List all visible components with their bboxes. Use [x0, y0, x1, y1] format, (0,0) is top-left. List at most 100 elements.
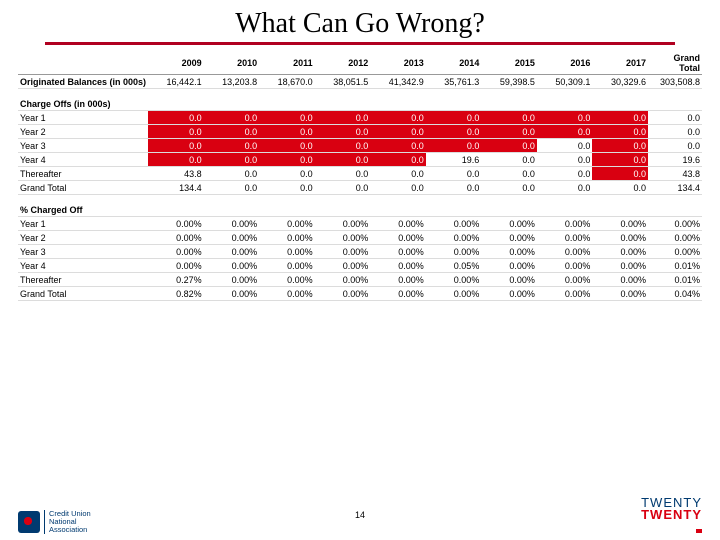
- table-cell: 0.00%: [592, 231, 648, 245]
- section-header: % Charged Off: [18, 201, 702, 217]
- table-cell: 0.0: [481, 181, 537, 195]
- table-cell: 0.05%: [426, 259, 482, 273]
- table-cell: 0.00%: [537, 259, 593, 273]
- table-cell: 0.0: [370, 111, 426, 125]
- table-cell: 0.00%: [481, 231, 537, 245]
- row-label: Year 4: [18, 153, 148, 167]
- col-2015: 2015: [481, 51, 537, 75]
- table-cell: 0.00%: [315, 287, 371, 301]
- table-cell: 0.0: [315, 111, 371, 125]
- table-cell: 0.00%: [481, 273, 537, 287]
- table-cell: 0.0: [370, 125, 426, 139]
- table-cell: 0.00%: [426, 245, 482, 259]
- table-cell: 0.0: [481, 167, 537, 181]
- table-cell: 0.00%: [259, 245, 315, 259]
- table-cell: 41,342.9: [370, 75, 426, 89]
- table-cell: 303,508.8: [648, 75, 702, 89]
- table-cell: 0.0: [148, 111, 204, 125]
- table-row: Year 30.00%0.00%0.00%0.00%0.00%0.00%0.00…: [18, 245, 702, 259]
- table-cell: 0.00%: [315, 259, 371, 273]
- table-row: Year 40.00.00.00.00.019.60.00.00.019.6: [18, 153, 702, 167]
- table-cell: 0.01%: [648, 259, 702, 273]
- table-cell: 0.00%: [537, 287, 593, 301]
- table-cell: 0.0: [537, 153, 593, 167]
- table-cell: 13,203.8: [204, 75, 260, 89]
- table-cell: 0.00%: [426, 287, 482, 301]
- twenty-twenty-logo: TWENTY TWENTY: [641, 497, 702, 534]
- row-label: Year 3: [18, 139, 148, 153]
- table-cell: 0.01%: [648, 273, 702, 287]
- table-cell: 0.00%: [370, 287, 426, 301]
- table-cell: 134.4: [148, 181, 204, 195]
- table-cell: 0.0: [537, 167, 593, 181]
- table-cell: 0.0: [481, 139, 537, 153]
- table-cell: 0.0: [370, 181, 426, 195]
- table-cell: 0.00%: [481, 217, 537, 231]
- table-cell: 0.0: [370, 167, 426, 181]
- table-cell: 0.0: [592, 125, 648, 139]
- row-label: Grand Total: [18, 287, 148, 301]
- table-cell: 0.0: [426, 139, 482, 153]
- table-row: Grand Total134.40.00.00.00.00.00.00.00.0…: [18, 181, 702, 195]
- table-cell: 59,398.5: [481, 75, 537, 89]
- row-label: Year 1: [18, 217, 148, 231]
- table-cell: 0.0: [315, 153, 371, 167]
- row-label: Grand Total: [18, 181, 148, 195]
- table-cell: 0.00%: [204, 273, 260, 287]
- table-cell: 0.0: [148, 153, 204, 167]
- table-cell: 0.00%: [148, 231, 204, 245]
- col-2010: 2010: [204, 51, 260, 75]
- table-cell: 0.00%: [315, 245, 371, 259]
- table-cell: 0.00%: [537, 231, 593, 245]
- table-cell: 0.0: [259, 153, 315, 167]
- slide-page: What Can Go Wrong? 2009 2010 2011 2012 2…: [0, 0, 720, 540]
- table-cell: 0.0: [426, 181, 482, 195]
- table-cell: 0.00%: [370, 217, 426, 231]
- table-cell: 0.00%: [648, 217, 702, 231]
- table-cell: 0.0: [592, 181, 648, 195]
- table-cell: 0.0: [592, 139, 648, 153]
- table-cell: 0.00%: [537, 245, 593, 259]
- col-2017: 2017: [592, 51, 648, 75]
- row-label: Year 3: [18, 245, 148, 259]
- table-cell: 0.00%: [648, 231, 702, 245]
- col-2016: 2016: [537, 51, 593, 75]
- col-2014: 2014: [426, 51, 482, 75]
- table-cell: 19.6: [648, 153, 702, 167]
- table-cell: 0.04%: [648, 287, 702, 301]
- section-label: Charge Offs (in 000s): [18, 95, 702, 111]
- table-cell: 0.00%: [370, 273, 426, 287]
- table-row: Originated Balances (in 000s)16,442.113,…: [18, 75, 702, 89]
- table-row: Year 10.00.00.00.00.00.00.00.00.00.0: [18, 111, 702, 125]
- table-cell: 0.00%: [481, 259, 537, 273]
- table-cell: 0.00%: [592, 273, 648, 287]
- row-label: Year 2: [18, 125, 148, 139]
- table-cell: 0.00%: [315, 231, 371, 245]
- table-cell: 0.0: [648, 111, 702, 125]
- row-label: Year 4: [18, 259, 148, 273]
- table-cell: 0.00%: [537, 273, 593, 287]
- table-cell: 0.0: [426, 111, 482, 125]
- col-2011: 2011: [259, 51, 315, 75]
- table-cell: 0.00%: [204, 287, 260, 301]
- table-row: Year 20.00.00.00.00.00.00.00.00.00.0: [18, 125, 702, 139]
- twenty-line2: TWENTY: [641, 509, 702, 521]
- table-cell: 0.0: [259, 125, 315, 139]
- table-cell: 0.0: [315, 125, 371, 139]
- header-row: 2009 2010 2011 2012 2013 2014 2015 2016 …: [18, 51, 702, 75]
- table-cell: 0.00%: [370, 245, 426, 259]
- table-row: Year 10.00%0.00%0.00%0.00%0.00%0.00%0.00…: [18, 217, 702, 231]
- table-cell: 0.0: [259, 111, 315, 125]
- page-title: What Can Go Wrong?: [18, 0, 702, 42]
- table-cell: 0.00%: [259, 273, 315, 287]
- table-cell: 0.00%: [315, 273, 371, 287]
- table-cell: 0.0: [481, 125, 537, 139]
- table-cell: 0.0: [481, 111, 537, 125]
- table-cell: 0.0: [148, 139, 204, 153]
- table-row: Year 20.00%0.00%0.00%0.00%0.00%0.00%0.00…: [18, 231, 702, 245]
- col-2012: 2012: [315, 51, 371, 75]
- table-cell: 30,329.6: [592, 75, 648, 89]
- table-cell: 18,670.0: [259, 75, 315, 89]
- data-table: 2009 2010 2011 2012 2013 2014 2015 2016 …: [18, 51, 702, 301]
- table-cell: 0.0: [204, 153, 260, 167]
